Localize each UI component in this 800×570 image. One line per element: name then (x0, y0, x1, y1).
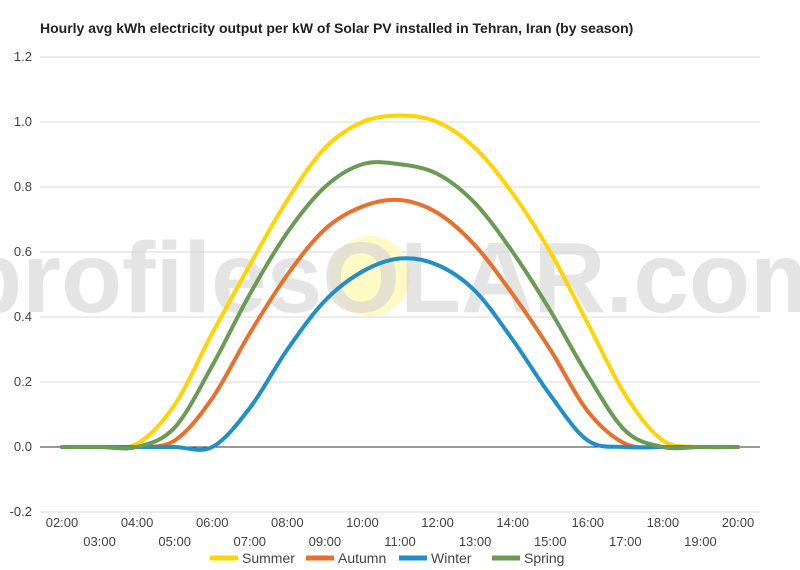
x-tick-label: 07:00 (234, 534, 267, 549)
y-tick-label: 1.2 (14, 49, 32, 64)
x-tick-label: 18:00 (647, 515, 680, 530)
series-line-winter (60, 256, 740, 452)
x-tick-label: 12:00 (421, 515, 454, 530)
watermark-text: profilesOLAR.com (0, 222, 800, 334)
x-tick-label: 02:00 (46, 515, 79, 530)
x-tick-label: 15:00 (534, 534, 567, 549)
x-tick-label: 20:00 (722, 515, 755, 530)
legend-label-autumn: Autumn (338, 550, 386, 566)
y-tick-label: 0.2 (14, 374, 32, 389)
x-tick-label: 17:00 (609, 534, 642, 549)
x-tick-label: 09:00 (309, 534, 342, 549)
x-tick-label: 14:00 (496, 515, 529, 530)
chart-title: Hourly avg kWh electricity output per kW… (40, 20, 634, 36)
y-tick-label: -0.2 (10, 504, 32, 519)
x-tick-label: 13:00 (459, 534, 492, 549)
x-tick-label: 19:00 (684, 534, 717, 549)
legend-label-summer: Summer (242, 550, 295, 566)
series-line-spring (60, 160, 740, 451)
watermark-sun (330, 236, 410, 316)
legend-label-winter: Winter (431, 550, 472, 566)
x-tick-label: 03:00 (83, 534, 116, 549)
y-tick-label: 0.8 (14, 179, 32, 194)
x-tick-label: 06:00 (196, 515, 229, 530)
x-tick-label: 11:00 (384, 534, 416, 549)
legend-label-spring: Spring (524, 550, 564, 566)
series-line-summer (60, 113, 740, 450)
y-tick-label: 0.0 (14, 439, 32, 454)
x-tick-label: 08:00 (271, 515, 304, 530)
y-tick-label: 0.4 (14, 309, 32, 324)
x-tick-label: 16:00 (572, 515, 605, 530)
y-tick-label: 1.0 (14, 114, 32, 129)
x-tick-label: 04:00 (121, 515, 154, 530)
series-line-autumn (60, 197, 740, 450)
x-tick-label: 10:00 (346, 515, 379, 530)
x-tick-label: 05:00 (158, 534, 191, 549)
y-tick-label: 0.6 (14, 244, 32, 259)
